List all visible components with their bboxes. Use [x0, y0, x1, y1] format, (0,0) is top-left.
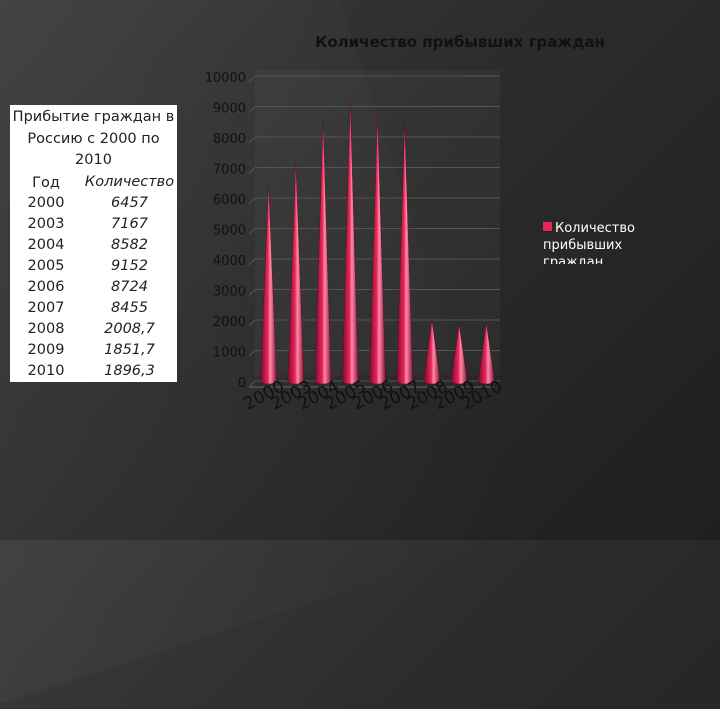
table-row: 2005 9152: [10, 256, 177, 277]
table-cell-qty: 8582: [111, 237, 148, 253]
table-cell-year: 2003: [27, 216, 65, 232]
legend: Количество прибывших граждан: [543, 220, 673, 264]
data-bar: [478, 323, 495, 385]
legend-clip: Количество прибывших граждан: [543, 220, 673, 264]
legend-label: Количество прибывших граждан: [543, 221, 635, 264]
data-table-body: Прибытие граждан в Россию с 2000 по 2010…: [10, 105, 177, 382]
table-cell-year: 2009: [27, 342, 65, 358]
data-bar: [314, 119, 332, 385]
gridline-depth: [248, 258, 256, 266]
data-bar: [342, 101, 359, 385]
header-year: Год: [32, 174, 60, 191]
y-tick-label: 3000: [213, 285, 246, 300]
gridline-depth: [248, 167, 256, 174]
table-cell-qty: 8455: [111, 300, 148, 316]
data-bar: [423, 319, 441, 385]
gridline-depth: [248, 106, 256, 113]
table-row: 2004 8582: [10, 235, 177, 256]
gridline-depth: [248, 197, 256, 205]
table-cell-qty: 6457: [111, 195, 148, 211]
table-row: 2007 8455: [10, 298, 177, 319]
header-qty: Количество: [84, 173, 175, 190]
table-row: 2000 6457: [10, 193, 177, 214]
chart-title: Количество прибывших граждан: [315, 33, 605, 51]
table-cell-year: 2008: [27, 321, 65, 337]
y-tick-label: 8000: [213, 132, 246, 147]
gridline-depth: [248, 350, 256, 357]
data-bar: [396, 123, 413, 385]
table-cell-qty: 7167: [111, 216, 148, 232]
table-row: 2006 8724: [10, 277, 177, 298]
table-cell-year: 2006: [27, 279, 65, 295]
data-table: Прибытие граждан в Россию с 2000 по 2010…: [10, 105, 177, 382]
y-tick-label: 7000: [213, 163, 246, 178]
table-cell-qty: 1851,7: [104, 342, 155, 358]
table-row: 2009 1851,7: [10, 340, 177, 361]
y-tick-label: 2000: [213, 315, 246, 330]
y-tick-label: 9000: [213, 102, 246, 117]
table-cell-year: 2004: [27, 237, 65, 253]
table-row: 2003 7167: [10, 214, 177, 235]
table-cell-year: 2005: [27, 258, 65, 274]
y-tick-label: 5000: [213, 224, 246, 239]
gridline-depth: [248, 380, 256, 388]
data-bar: [450, 324, 468, 385]
gridline-depth: [248, 228, 256, 235]
table-cell-qty: 8724: [111, 279, 148, 295]
table-cell-qty: 9152: [111, 258, 148, 274]
table-header-row: Год Количество: [10, 172, 177, 193]
table-caption: Прибытие граждан в Россию с 2000 по 2010: [12, 109, 175, 168]
table-caption-row: Прибытие граждан в Россию с 2000 по 2010: [10, 105, 177, 172]
table-row: 2008 2008,7: [10, 319, 177, 340]
table-cell-qty: 2008,7: [104, 321, 155, 337]
gridline-depth: [248, 136, 256, 144]
gridline-depth: [248, 289, 256, 296]
bar-chart: 0 1000 2000 3000 4000 5000 6000 7000 8000 9000 100…: [205, 71, 506, 415]
y-tick-label: 0: [238, 376, 246, 391]
y-tick-label: 4000: [213, 254, 246, 269]
gridline-depth: [248, 319, 256, 327]
y-tick-label: 1000: [213, 346, 246, 361]
table-cell-year: 2007: [27, 300, 65, 316]
table-row: 2010 1896,3: [10, 361, 177, 382]
data-bar: [260, 184, 277, 385]
gridline-depth: [248, 75, 256, 83]
legend-swatch: [543, 222, 552, 231]
table-cell-qty: 1896,3: [104, 363, 155, 379]
y-tick-label: 10000: [205, 71, 246, 86]
table-cell-year: 2010: [27, 363, 65, 379]
table-cell-year: 2000: [27, 195, 65, 211]
data-bar: [287, 162, 305, 385]
data-bar: [369, 114, 386, 385]
y-tick-label: 6000: [213, 193, 246, 208]
